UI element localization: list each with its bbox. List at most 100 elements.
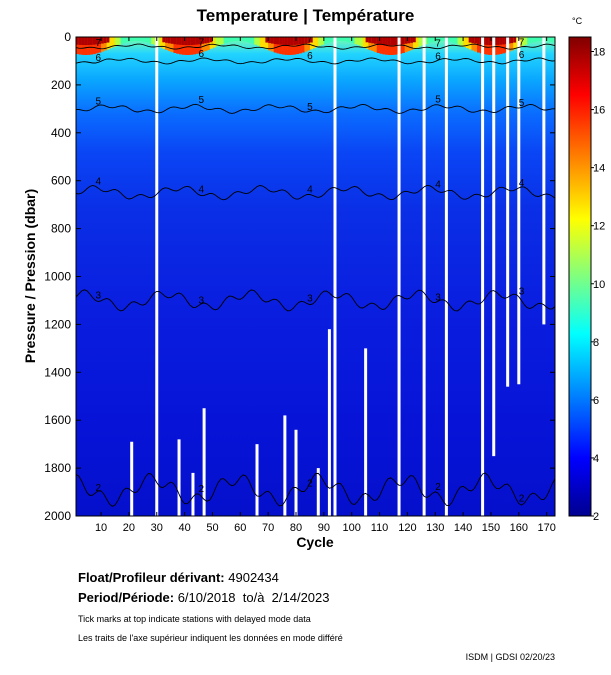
surface-hot-cell <box>270 37 275 44</box>
contour-line-5 <box>76 103 555 114</box>
surface-hot-cell <box>399 37 403 45</box>
surface-cell <box>385 37 389 55</box>
missing-profile <box>130 441 134 516</box>
surface-cell <box>521 37 525 46</box>
surface-cell <box>120 37 124 44</box>
x-tick-label: 170 <box>537 522 555 534</box>
surface-cell <box>323 37 327 44</box>
x-tick-label: 150 <box>482 522 500 534</box>
surface-cell <box>549 37 553 42</box>
surface-cell <box>167 37 171 52</box>
chart-title: Temperature | Température <box>196 6 415 25</box>
surface-cell <box>251 37 255 44</box>
surface-cell <box>321 37 325 45</box>
surface-cell <box>270 37 275 52</box>
surface-hot-cell <box>376 37 380 45</box>
surface-cell <box>354 37 358 45</box>
contour-label: 6 <box>199 49 205 60</box>
surface-hot-cell <box>176 37 180 45</box>
contour-label: 5 <box>307 102 313 113</box>
surface-hot-cell <box>101 37 105 44</box>
period-label: Period/Période: <box>78 590 175 605</box>
missing-profile <box>492 37 496 457</box>
credit-text: ISDM | GDSI 02/20/23 <box>465 652 555 662</box>
contour-label: 5 <box>199 95 205 106</box>
contour-label: 3 <box>199 296 205 307</box>
surface-cell <box>162 37 166 49</box>
surface-cell <box>265 37 269 50</box>
missing-profile <box>333 37 337 516</box>
heatmap-plot: 7 7 7 7 76 6 6 6 65 555 544 4 4 43 3 3 332 22 22 10 20 30 40 5… <box>22 16 605 550</box>
surface-hot-cell <box>167 37 171 44</box>
surface-cell <box>432 37 436 42</box>
surface-cell <box>510 37 514 51</box>
surface-hot-cell <box>477 37 481 45</box>
surface-hot-cell <box>412 37 417 43</box>
surface-hot-cell <box>493 37 497 46</box>
surface-cell <box>92 37 96 55</box>
x-tick-label: 30 <box>151 522 163 534</box>
surface-hot-cell <box>404 37 408 44</box>
surface-cell <box>114 37 119 46</box>
surface-cell <box>218 37 222 46</box>
surface-cell <box>259 37 263 47</box>
surface-cell <box>307 37 311 51</box>
surface-hot-cell <box>198 37 202 45</box>
surface-cell <box>240 37 244 42</box>
surface-hot-cell <box>502 37 506 45</box>
surface-cell <box>379 37 383 54</box>
missing-profile <box>283 415 287 516</box>
surface-hot-cell <box>410 37 414 43</box>
surface-hot-cell <box>195 37 199 45</box>
contour-label: 3 <box>95 290 101 301</box>
delayed-mode-note-fr: Les traits de l'axe supérieur indiquent … <box>78 633 343 643</box>
surface-cell <box>179 37 183 55</box>
surface-cell <box>145 37 149 43</box>
surface-hot-cell <box>474 37 478 44</box>
surface-hot-cell <box>87 37 91 46</box>
surface-cell <box>229 37 233 42</box>
surface-hot-cell <box>407 37 411 44</box>
surface-cell <box>126 37 130 43</box>
surface-cell <box>181 37 185 55</box>
missing-profile <box>202 408 206 516</box>
surface-hot-cell <box>81 37 85 46</box>
surface-hot-cell <box>387 37 391 46</box>
contour-label: 6 <box>435 51 441 62</box>
surface-cell <box>407 37 411 52</box>
missing-profile <box>364 348 368 516</box>
surface-hot-cell <box>84 37 88 46</box>
surface-cell <box>424 37 428 45</box>
surface-hot-cell <box>265 37 269 43</box>
surface-cell <box>112 37 116 47</box>
surface-cell <box>173 37 177 54</box>
surface-cell <box>76 37 80 55</box>
surface-hot-cell <box>290 37 294 46</box>
surface-hot-cell <box>301 37 305 45</box>
surface-cell <box>165 37 169 50</box>
surface-cell <box>404 37 408 53</box>
surface-hot-cell <box>95 37 99 45</box>
x-tick-label: 160 <box>510 522 528 534</box>
missing-profile <box>155 37 159 516</box>
missing-profile <box>191 472 195 516</box>
surface-cell <box>502 37 506 54</box>
y-tick-label: 800 <box>51 222 71 236</box>
surface-cell <box>318 37 322 46</box>
surface-cell <box>346 37 350 42</box>
surface-cell <box>337 37 341 42</box>
x-tick-label: 130 <box>426 522 444 534</box>
surface-cell <box>87 37 91 55</box>
surface-cell <box>312 37 316 49</box>
colorbar-tick-label: 4 <box>593 453 599 465</box>
surface-hot-cell <box>287 37 291 46</box>
surface-cell <box>543 37 547 42</box>
surface-cell <box>268 37 272 51</box>
surface-cell <box>201 37 205 53</box>
surface-cell <box>518 37 522 47</box>
contour-label: 3 <box>435 292 441 303</box>
surface-cell <box>131 37 135 42</box>
missing-profile <box>422 37 426 516</box>
y-tick-label: 400 <box>51 126 71 140</box>
surface-hot-cell <box>471 37 475 44</box>
